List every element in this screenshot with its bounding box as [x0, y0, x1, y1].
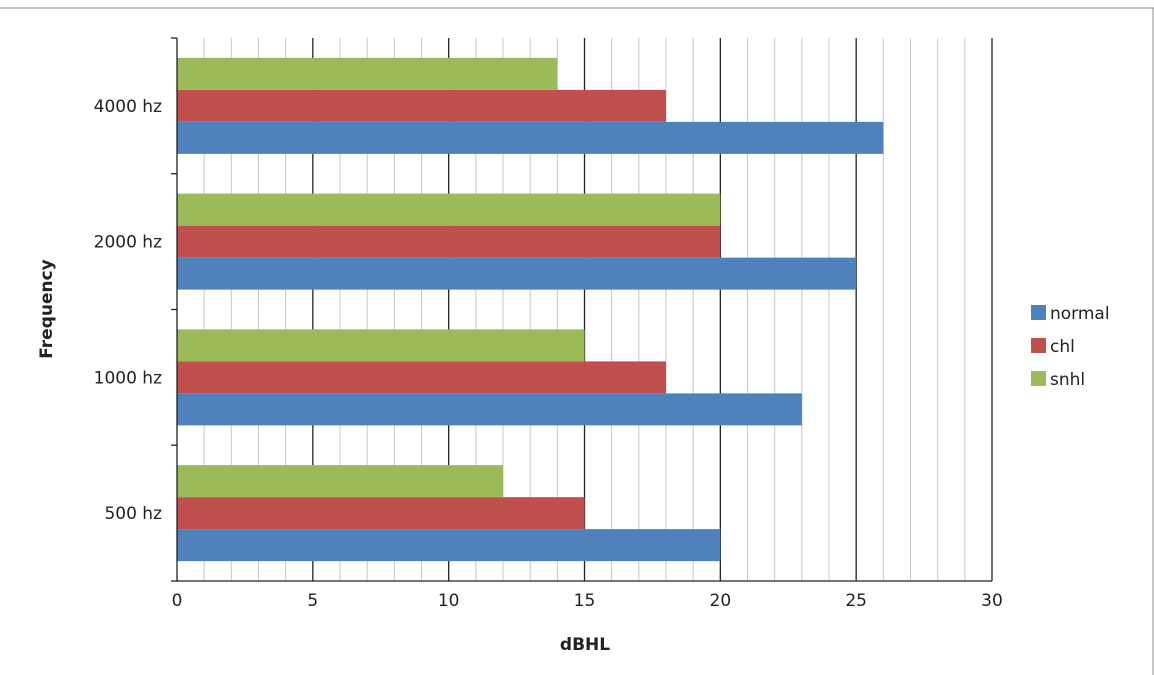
- bar-normal-500hz: [177, 529, 721, 562]
- bars: [177, 57, 884, 562]
- x-tick-label: 15: [574, 591, 596, 611]
- x-tick-label: 25: [845, 591, 867, 611]
- bar-normal-4000hz: [177, 121, 884, 154]
- y-tick-label: 500 hz: [104, 504, 162, 524]
- bar-snhl-500hz: [177, 465, 503, 498]
- x-tick-label: 30: [981, 591, 1003, 611]
- bar-normal-1000hz: [177, 393, 802, 426]
- bar-normal-2000hz: [177, 257, 857, 290]
- x-tick-label: 0: [172, 591, 183, 611]
- bar-snhl-2000hz: [177, 193, 721, 226]
- axes: [171, 37, 992, 582]
- y-tick-label: 4000 hz: [94, 97, 162, 117]
- x-tick-labels: 0 5 10 15 20 25 30: [172, 591, 1003, 611]
- legend-label-chl: chl: [1050, 337, 1075, 357]
- legend-swatch-normal: [1031, 305, 1046, 320]
- legend-swatch-chl: [1031, 338, 1046, 353]
- bar-snhl-1000hz: [177, 329, 585, 362]
- legend-label-normal: normal: [1050, 304, 1110, 324]
- y-tick-label: 1000 hz: [94, 368, 162, 388]
- bar-snhl-4000hz: [177, 57, 558, 90]
- legend-label-snhl: snhl: [1050, 370, 1085, 390]
- chart-frame: [0, 7, 1154, 675]
- bar-chl-500hz: [177, 497, 585, 530]
- y-tick-label: 2000 hz: [94, 233, 162, 253]
- bar-chl-1000hz: [177, 361, 666, 394]
- legend-swatch-snhl: [1031, 371, 1046, 386]
- x-axis-title: dBHL: [560, 635, 610, 655]
- x-tick-label: 10: [438, 591, 460, 611]
- bar-chl-4000hz: [177, 89, 666, 122]
- y-tick-labels: 500 hz 1000 hz 2000 hz 4000 hz: [94, 97, 162, 524]
- x-tick-label: 5: [307, 591, 318, 611]
- bar-chl-2000hz: [177, 225, 721, 258]
- legend: normal chl snhl: [1031, 304, 1110, 390]
- x-tick-label: 20: [710, 591, 732, 611]
- y-axis-title: Frequency: [37, 259, 57, 359]
